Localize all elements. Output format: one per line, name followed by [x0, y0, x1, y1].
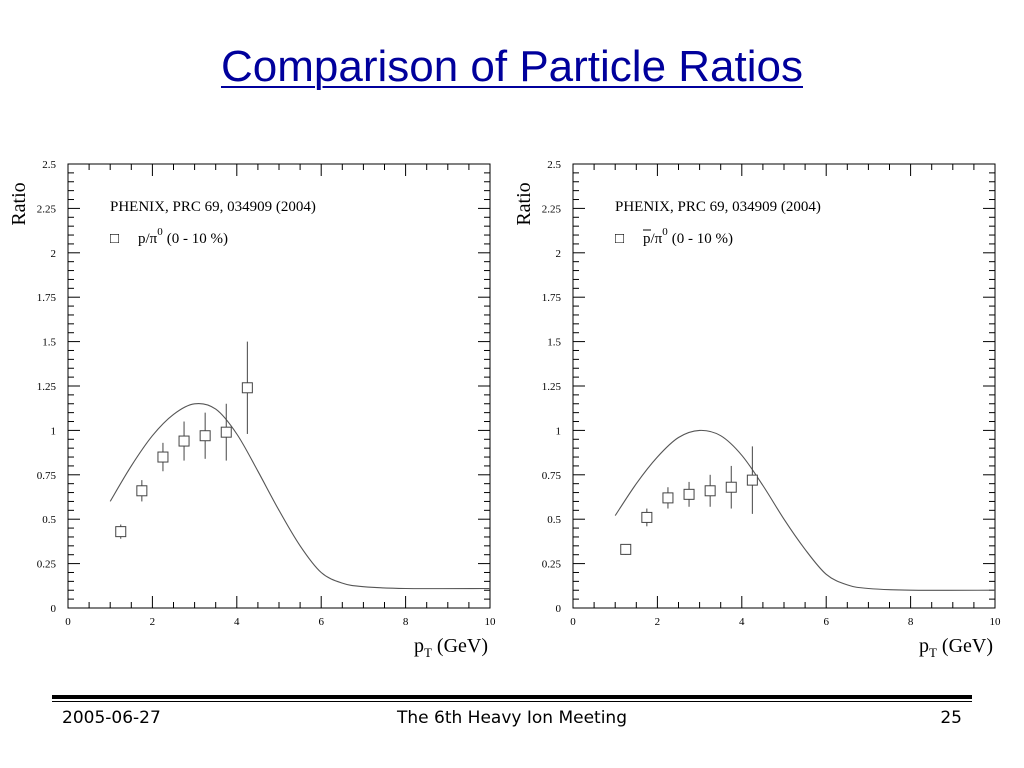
chart-1-y-tick-label: 0.75 — [542, 470, 562, 482]
footer-date: 2005-06-27 — [62, 708, 161, 728]
chart-0-legend-reference: PHENIX, PRC 69, 034909 (2004) — [110, 199, 316, 215]
chart-1-x-tick-label: 6 — [823, 616, 829, 628]
chart-1-y-tick-label: 0 — [556, 603, 562, 615]
chart-0-x-tick-label: 2 — [150, 616, 156, 628]
chart-0-data-marker — [178, 435, 190, 447]
chart-0-x-tick-label: 4 — [234, 616, 240, 628]
chart-0-x-axis-title-units: (GeV) — [437, 635, 488, 657]
chart-1-x-tick-label: 8 — [908, 616, 914, 628]
chart-0-data-point — [241, 341, 253, 434]
chart-0-y-tick-label: 0 — [51, 603, 57, 615]
chart-0-x-axis-title-sub: T — [424, 645, 432, 660]
chart-1-y-tick-label: 0.25 — [542, 559, 562, 571]
chart-1-y-tick-label: 1.75 — [542, 292, 562, 304]
chart-1-x-axis-title-sub: T — [929, 645, 937, 660]
chart-0-data-point — [199, 412, 211, 459]
chart-1-x-tick-label: 4 — [739, 616, 745, 628]
chart-1-theory-curve — [614, 429, 996, 591]
chart-1-y-tick-label: 1.25 — [542, 381, 562, 393]
slide-title: Comparison of Particle Ratios — [220, 42, 803, 91]
chart-0-data-point — [220, 403, 232, 461]
chart-1-data-point — [683, 481, 695, 507]
chart-0-y-tick-label: 0.5 — [42, 514, 56, 526]
chart-1-x-axis-title: pT (GeV) — [919, 635, 993, 660]
chart-1-data-marker — [725, 481, 737, 493]
chart-0-data-marker — [157, 451, 169, 463]
chart-0-y-axis-title: Ratio — [8, 182, 30, 225]
chart-1-data-marker — [683, 488, 695, 500]
chart-1-data-point — [620, 543, 632, 555]
chart-1-y-tick-label: 0.5 — [547, 514, 561, 526]
chart-0-y-tick-label: 2 — [51, 248, 57, 260]
chart-0-data-marker — [199, 430, 211, 442]
chart-1-x-tick-label: 0 — [570, 616, 576, 628]
chart-1-legend-reference: PHENIX, PRC 69, 034909 (2004) — [615, 199, 821, 215]
chart-0-y-tick-label: 1.5 — [42, 337, 56, 349]
chart-1-x-axis-title-main: p — [919, 635, 929, 657]
chart-0-legend-marker: □ — [110, 231, 119, 247]
chart-0-data-marker — [136, 485, 148, 497]
chart-0-x-tick-label: 8 — [403, 616, 409, 628]
chart-1-y-tick-label: 2.25 — [542, 203, 562, 215]
chart-0-x-tick-label: 0 — [65, 616, 71, 628]
footer-divider-thin — [52, 701, 972, 702]
chart-0-plot-frame — [67, 163, 491, 609]
chart-0-data-marker — [220, 426, 232, 438]
chart-0-x-tick-label: 10 — [485, 616, 497, 628]
chart-0-data-marker — [115, 526, 127, 538]
chart-1-legend-ratio: p/π — [643, 231, 663, 247]
chart-0-legend-ratio: p/π — [138, 231, 158, 247]
chart-1-x-axis-title-units: (GeV) — [942, 635, 993, 657]
chart-1-x-tick-label: 10 — [990, 616, 1002, 628]
chart-1-plot-frame — [572, 163, 996, 609]
chart-1-data-marker — [746, 474, 758, 486]
chart-1-data-point — [704, 474, 716, 507]
chart-1-y-tick-label: 1 — [556, 425, 562, 437]
chart-0-data-point — [157, 442, 169, 472]
chart-left: 0 0.25 0.5 0.75 1 1.25 1.5 1.75 2 2.25 2.5 0 2 4 6 8 10 R… — [8, 159, 497, 660]
chart-1-data-marker — [620, 543, 632, 555]
chart-0-x-axis-title: pT (GeV) — [414, 635, 488, 660]
footer-event: The 6th Heavy Ion Meeting — [397, 708, 627, 728]
chart-1-y-tick-label: 2 — [556, 248, 562, 260]
chart-0-data-point — [136, 480, 148, 502]
chart-1-legend-centrality: (0 - 10 %) — [672, 231, 733, 247]
chart-0-data-point — [115, 524, 127, 539]
chart-0-legend-ratio-sup: 0 — [157, 226, 163, 238]
chart-1-data-point — [746, 446, 758, 514]
footer-divider-thick — [52, 695, 972, 699]
chart-0-data-marker — [241, 382, 253, 394]
chart-0-x-tick-label: 6 — [318, 616, 324, 628]
chart-0-y-tick-label: 0.75 — [37, 470, 57, 482]
chart-0-y-tick-label: 1 — [51, 425, 57, 437]
chart-0-y-tick-label: 2.5 — [42, 159, 56, 171]
chart-1-data-point — [641, 508, 653, 527]
chart-1-x-tick-label: 2 — [655, 616, 661, 628]
chart-1-y-tick-label: 2.5 — [547, 159, 561, 171]
chart-1-legend-label: p/π0 (0 - 10 %) — [643, 226, 733, 247]
chart-1-legend-ratio-sup: 0 — [662, 226, 668, 238]
footer-page-number: 25 — [940, 708, 962, 728]
chart-1-data-point — [725, 465, 737, 509]
chart-0-y-tick-label: 0.25 — [37, 559, 57, 571]
chart-right: 0 0.25 0.5 0.75 1 1.25 1.5 1.75 2 2.25 2.5 0 2 4 6 8 10 R… — [513, 159, 1002, 660]
chart-0-x-axis-title-main: p — [414, 635, 424, 657]
chart-1-y-tick-label: 1.5 — [547, 337, 561, 349]
chart-0-y-tick-label: 1.25 — [37, 381, 57, 393]
chart-0-data-point — [178, 421, 190, 461]
chart-0-legend-centrality: (0 - 10 %) — [167, 231, 228, 247]
chart-1-y-axis-title: Ratio — [513, 182, 535, 225]
chart-1-data-marker — [641, 511, 653, 523]
chart-0-legend-label: p/π0 (0 - 10 %) — [138, 226, 228, 247]
chart-1-legend-marker: □ — [615, 231, 624, 247]
chart-0-y-tick-label: 2.25 — [37, 203, 57, 215]
chart-0-theory-curve — [109, 402, 491, 590]
chart-0-y-tick-label: 1.75 — [37, 292, 57, 304]
chart-1-data-marker — [704, 485, 716, 497]
chart-1-data-marker — [662, 492, 674, 504]
chart-1-data-point — [662, 487, 674, 509]
